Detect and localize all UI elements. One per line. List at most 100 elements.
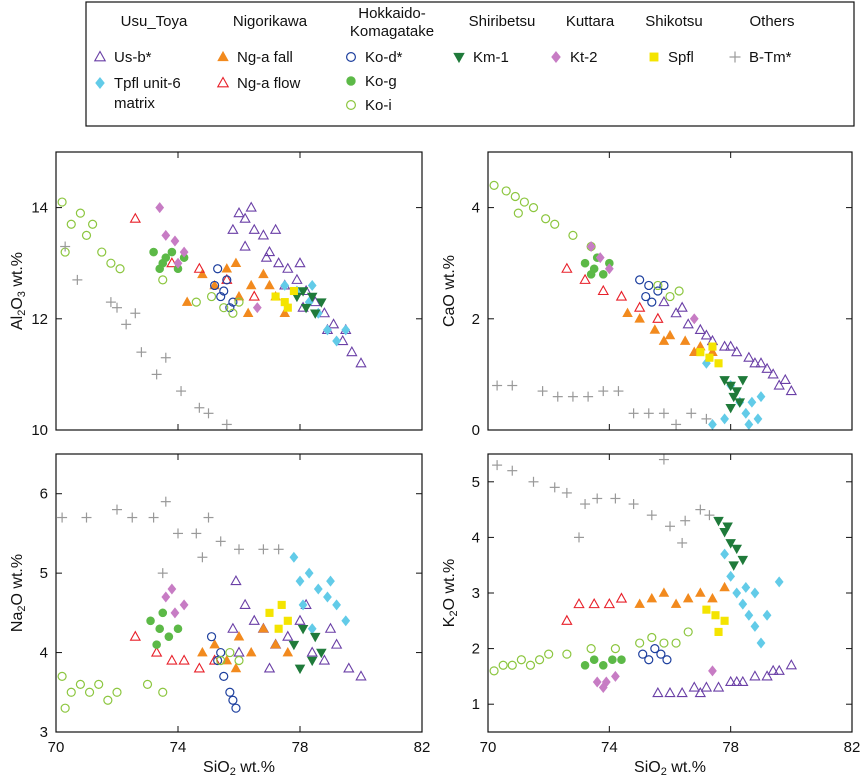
legend-label-b-tm: B-Tm* — [749, 49, 792, 66]
y-tick-label-cao: 4 — [472, 200, 480, 217]
point-ng-a-fall — [649, 324, 661, 334]
point-ko-d — [659, 280, 669, 291]
point-ko-i — [516, 655, 526, 665]
point-us-b — [755, 357, 767, 368]
point-ko-i — [225, 647, 235, 658]
point-ng-a-flow — [579, 273, 591, 284]
point-us-b — [682, 318, 694, 329]
point-ko-i — [683, 627, 693, 637]
point-ko-i — [97, 247, 107, 257]
point-b-tm — [136, 347, 147, 358]
point-spfl — [714, 359, 723, 368]
point-ng-a-fall — [264, 279, 275, 290]
point-ko-i — [562, 649, 572, 659]
point-km-1 — [737, 555, 749, 566]
point-b-tm — [580, 499, 591, 510]
point-us-b — [294, 257, 306, 268]
axes-frame-na2o — [55, 453, 423, 733]
data-points-na2o — [57, 496, 367, 713]
y-tick-label-k2o: 5 — [472, 474, 480, 491]
point-ng-a-fall — [181, 296, 193, 306]
point-b-tm — [105, 297, 116, 308]
point-ko-g — [580, 258, 590, 268]
legend-label-ng-a-fall: Ng-a fall — [237, 49, 293, 66]
panel-k2o: 70 74 78 82 1 2 3 4 5 K2O wt.% SiO2 wt.% — [441, 453, 861, 776]
point-b-tm — [160, 496, 171, 507]
point-tpfl-unit-6-matrix — [323, 591, 332, 603]
legend-label-tpfl-unit-6-matrix: Tpfl unit-6 matrix — [114, 75, 181, 112]
point-us-b — [749, 357, 761, 368]
point-tpfl-unit-6-matrix — [753, 413, 763, 425]
point-b-tm — [704, 510, 715, 521]
point-spfl — [708, 342, 717, 351]
point-spfl — [705, 353, 714, 362]
point-tpfl-unit-6-matrix — [732, 587, 742, 599]
x-axis-title-k2o: SiO2 wt.% — [634, 759, 706, 776]
point-ko-i — [84, 687, 95, 697]
point-km-1 — [309, 632, 321, 643]
point-b-tm — [701, 413, 712, 424]
point-km-1 — [731, 544, 742, 555]
point-ko-i — [75, 208, 86, 218]
point-b-tm — [671, 419, 682, 430]
point-us-b — [724, 340, 737, 351]
point-ko-d — [656, 649, 666, 659]
point-ng-a-flow — [597, 284, 609, 296]
point-us-b — [327, 318, 340, 329]
point-ko-i — [550, 219, 560, 229]
x-tick-label-k2o: 82 — [844, 739, 861, 756]
point-tpfl-unit-6-matrix — [332, 599, 341, 611]
point-ko-i — [519, 197, 530, 207]
point-us-b — [743, 351, 755, 362]
point-ko-i — [610, 643, 621, 654]
y-tick-label-al2o3: 14 — [31, 200, 48, 217]
point-ng-a-flow — [178, 654, 190, 665]
point-us-b — [230, 574, 242, 586]
point-ng-a-fall — [245, 279, 257, 290]
point-kt-2 — [689, 313, 699, 325]
point-b-tm — [72, 274, 83, 285]
point-ko-d — [638, 649, 648, 659]
point-ng-a-fall — [634, 598, 645, 608]
axes-frame-cao — [487, 151, 853, 431]
point-km-1 — [316, 298, 327, 308]
point-ng-a-flow — [129, 630, 141, 641]
point-ko-g — [164, 632, 174, 641]
point-kt-2 — [167, 583, 177, 595]
point-tpfl-unit-6-matrix — [313, 583, 323, 595]
y-tick-label-k2o: 3 — [472, 585, 480, 602]
legend-label-us-b: Us-b* — [114, 49, 152, 66]
point-us-b — [712, 681, 725, 692]
point-ko-g — [598, 660, 608, 670]
point-km-1 — [719, 376, 730, 386]
point-b-tm — [613, 386, 624, 397]
point-ko-d — [647, 297, 657, 307]
point-km-1 — [306, 656, 318, 667]
point-us-b — [346, 346, 358, 357]
point-ko-i — [501, 186, 511, 196]
point-ko-i — [216, 655, 226, 666]
point-ko-g — [155, 264, 164, 274]
point-ko-g — [617, 655, 626, 665]
point-tpfl-unit-6-matrix — [756, 391, 766, 403]
point-tpfl-unit-6-matrix — [341, 324, 351, 336]
point-spfl — [696, 348, 705, 357]
legend-marker-spfl — [649, 52, 659, 62]
point-spfl — [702, 605, 711, 614]
point-us-b — [670, 307, 682, 318]
point-km-1 — [713, 516, 724, 527]
point-b-tm — [583, 391, 594, 402]
point-b-tm — [680, 515, 691, 526]
point-km-1 — [728, 392, 739, 403]
legend-marker-tpfl-unit-6-matrix — [95, 77, 105, 89]
point-ng-a-fall — [242, 307, 254, 318]
point-us-b — [227, 223, 239, 234]
legend-label-ng-a-flow: Ng-a flow — [237, 75, 301, 92]
point-tpfl-unit-6-matrix — [304, 567, 314, 579]
point-b-tm — [507, 380, 518, 391]
y-tick-label-al2o3: 10 — [31, 422, 48, 439]
point-tpfl-unit-6-matrix — [332, 335, 341, 347]
point-ng-a-fall — [707, 592, 718, 603]
point-ng-a-flow — [193, 262, 206, 273]
